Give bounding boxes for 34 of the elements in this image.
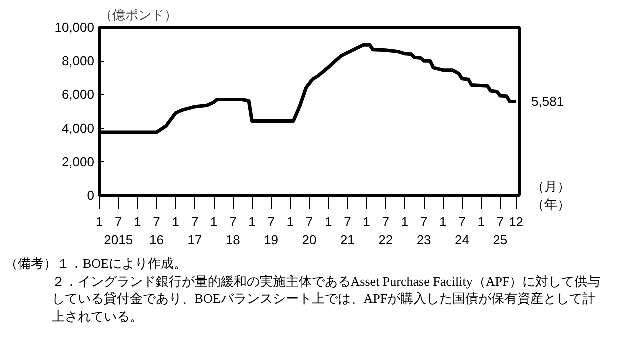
y-tick-label: 10,000 [54,20,95,35]
y-axis-title: （億ポンド） [100,8,178,22]
x-tick-label: 7 18 [226,214,240,248]
y-tick-label: 8,000 [62,54,95,69]
x-tick-label: 7 23 [416,214,432,248]
x-tick-label: 1 [172,214,180,230]
x-tick-label: 1 [363,214,370,230]
x-tick-label: 7 22 [378,214,394,248]
y-tick-label: 0 [87,188,95,203]
x-tick-label: 1 [210,214,218,230]
x-tick-label: 1 [96,214,104,230]
x-tick-label: 7 25 [493,214,508,248]
x-tick-label: 7 20 [302,214,317,248]
data-label: 5,581 [532,94,564,110]
y-tick-label: 6,000 [62,87,95,102]
x-axis-title: （月）（年） [532,179,570,212]
x-tick-label: 12 [509,214,524,230]
x-tick-label: 7 24 [454,214,470,248]
x-tick-label: 1 [248,214,256,230]
x-tick-label: 1 [478,214,485,230]
text: （備考）１．BOEにより作成。 [5,255,188,273]
x-tick-label: 1 [134,214,142,230]
x-tick-label: 7 2015 [104,214,134,248]
y-tick-label: 4,000 [62,120,95,136]
x-tick-label: 7 16 [150,214,164,248]
x-tick-label: 1 [401,214,409,230]
text: ２．イングランド銀行が量的緩和の実施主体であるAsset Purchase Facility（APF）に対して供与している貸付金であり、BOEバランスシート上では、APFが購入した国債が保有資産として計上されている。 [50,272,602,326]
x-tick-label: 7 21 [340,214,355,248]
y-tick-label: 2,000 [62,154,95,170]
x-tick-label: 7 19 [264,214,279,248]
x-tick-label: 1 [286,214,294,230]
x-tick-label: 1 [440,214,447,230]
x-tick-label: 1 [324,214,332,230]
x-tick-label: 7 17 [188,214,202,248]
